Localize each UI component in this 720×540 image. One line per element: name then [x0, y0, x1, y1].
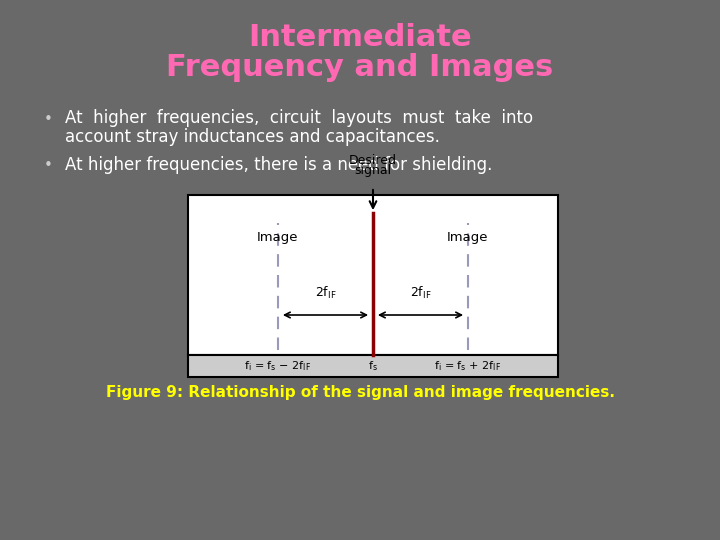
- Bar: [188, 195, 558, 355]
- Text: f$_{\rm i}$ = f$_{\rm s}$ $-$ 2f$_{\rm IF}$: f$_{\rm i}$ = f$_{\rm s}$ $-$ 2f$_{\rm I…: [245, 359, 312, 373]
- Text: signal: signal: [354, 164, 392, 177]
- Text: 2f$_{\mathregular{IF}}$: 2f$_{\mathregular{IF}}$: [315, 285, 336, 301]
- Text: At higher frequencies, there is a need for shielding.: At higher frequencies, there is a need f…: [65, 156, 492, 174]
- Text: f$_{\rm i}$ = f$_{\rm s}$ + 2f$_{\rm IF}$: f$_{\rm i}$ = f$_{\rm s}$ + 2f$_{\rm IF}…: [434, 359, 502, 373]
- Text: account stray inductances and capacitances.: account stray inductances and capacitanc…: [65, 128, 440, 146]
- Text: Desired: Desired: [349, 154, 397, 167]
- Text: •: •: [44, 112, 53, 127]
- Text: Image: Image: [257, 231, 299, 244]
- Text: Frequency and Images: Frequency and Images: [166, 52, 554, 82]
- Text: Figure 9: Relationship of the signal and image frequencies.: Figure 9: Relationship of the signal and…: [106, 384, 614, 400]
- Text: •: •: [44, 158, 53, 172]
- Text: f$_{\rm s}$: f$_{\rm s}$: [368, 359, 378, 373]
- Text: Image: Image: [447, 231, 489, 244]
- Bar: [188, 355, 558, 377]
- Text: At  higher  frequencies,  circuit  layouts  must  take  into: At higher frequencies, circuit layouts m…: [65, 109, 533, 127]
- Text: Intermediate: Intermediate: [248, 23, 472, 51]
- Text: 2f$_{\mathregular{IF}}$: 2f$_{\mathregular{IF}}$: [410, 285, 431, 301]
